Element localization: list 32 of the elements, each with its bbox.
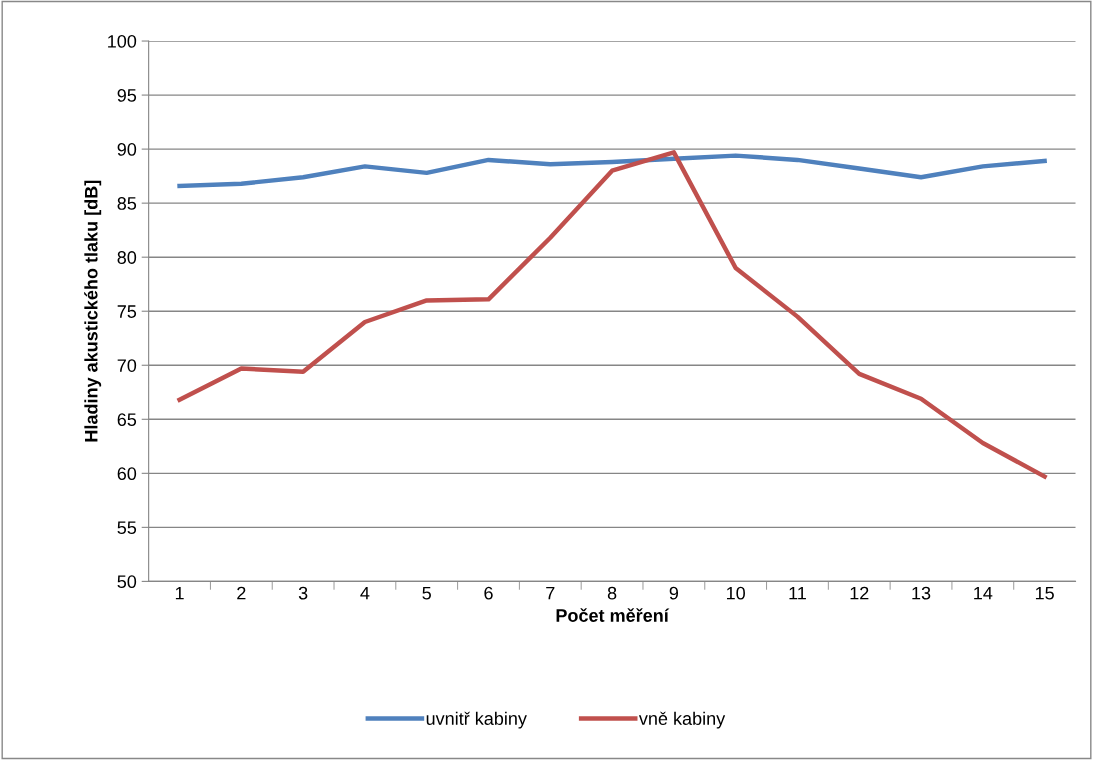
x-tick-label: 1 <box>175 586 184 600</box>
x-tick-label: 3 <box>298 586 308 600</box>
x-tick-label: 8 <box>607 586 617 600</box>
y-tick-label: 65 <box>117 413 137 427</box>
x-tick-label: 14 <box>974 586 993 600</box>
y-tick-label: 70 <box>117 359 137 372</box>
y-tick-label: 85 <box>117 197 137 210</box>
x-tick-label: 13 <box>912 586 931 600</box>
y-tick-label: 95 <box>117 89 137 102</box>
x-tick-label: 5 <box>422 586 431 600</box>
y-tick-label: 90 <box>117 143 137 156</box>
legend-label: uvnitř kabiny <box>426 711 527 729</box>
legend-label: vně kabiny <box>638 711 726 729</box>
x-axis-title: Počet měření <box>556 608 670 622</box>
line-series <box>177 150 1047 479</box>
y-axis-title: Hladiny akustického tlaku [dB] <box>84 180 102 442</box>
y-tick-label: 60 <box>117 467 137 481</box>
x-tick-label: 6 <box>484 586 493 600</box>
y-tick-label: 75 <box>117 305 137 318</box>
x-tick-label: 15 <box>1035 586 1054 600</box>
x-tick-label: 12 <box>850 586 869 600</box>
y-tick-label: 80 <box>117 251 137 264</box>
x-tick-label: 9 <box>669 586 679 600</box>
x-tick-label: 11 <box>789 586 806 600</box>
x-tick-label: 2 <box>237 586 246 600</box>
y-tick-label: 50 <box>117 575 137 589</box>
y-tick-label: 100 <box>108 34 137 48</box>
x-tick-label: 7 <box>546 586 555 600</box>
y-tick-label: 55 <box>117 521 137 535</box>
x-tick-label: 10 <box>727 586 745 600</box>
line-series <box>177 153 1047 189</box>
x-tick-label: 4 <box>360 586 370 600</box>
